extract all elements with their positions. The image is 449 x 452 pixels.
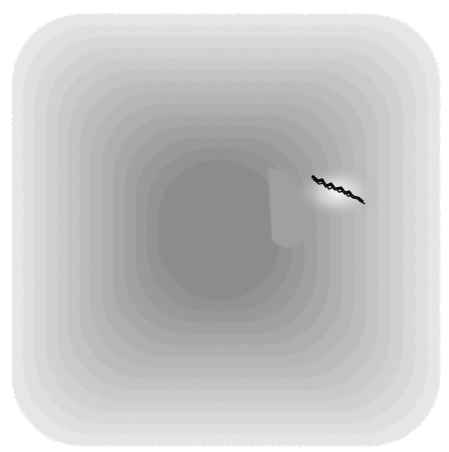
crack-line	[311, 174, 364, 204]
crack-feature	[296, 164, 380, 220]
crack-line-shadow	[312, 178, 366, 205]
contour-band	[158, 160, 280, 300]
contour-bands	[12, 14, 440, 446]
